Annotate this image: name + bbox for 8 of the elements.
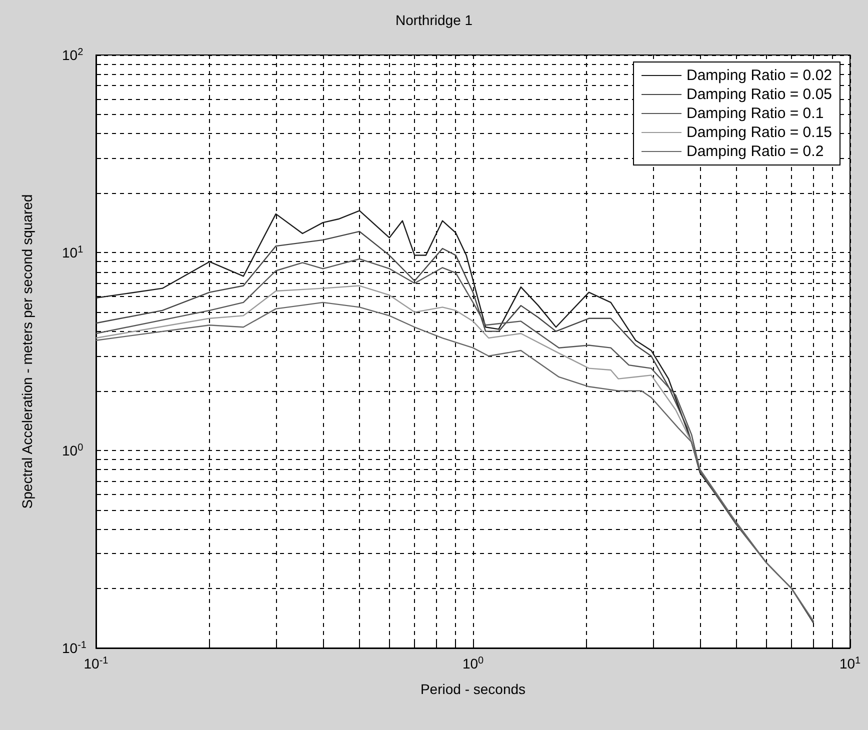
legend-label: Damping Ratio = 0.02 — [686, 67, 832, 84]
legend-label: Damping Ratio = 0.2 — [686, 143, 824, 160]
x-axis-title: Period - seconds — [420, 681, 526, 697]
legend-label: Damping Ratio = 0.1 — [686, 105, 824, 122]
y-axis-title: Spectral Acceleration - meters per second squared — [19, 194, 35, 509]
chart-title: Northridge 1 — [395, 12, 473, 28]
legend-label: Damping Ratio = 0.15 — [686, 124, 832, 141]
legend-label: Damping Ratio = 0.05 — [686, 86, 832, 103]
